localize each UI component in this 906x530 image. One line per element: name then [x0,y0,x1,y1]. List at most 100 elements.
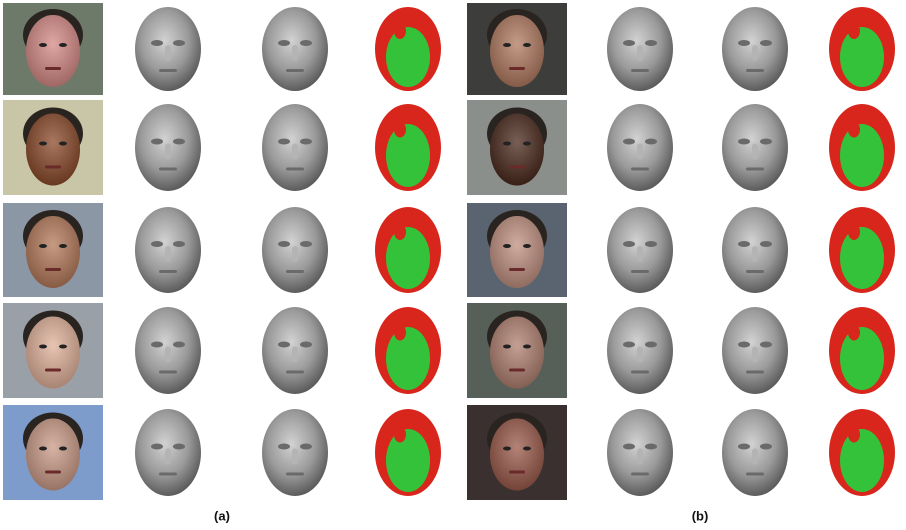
mouth [45,166,61,169]
mesh-eye [151,40,163,46]
mesh-eye [645,139,657,145]
photo-face-shade [490,15,544,87]
eye [523,142,531,146]
error-map-high [394,23,406,39]
mesh-mouth [631,270,649,273]
eye [39,447,47,451]
mesh-eye [760,444,772,450]
photo-face-shade [26,317,80,389]
mesh-eye [760,241,772,247]
face-grid [3,3,895,500]
mesh-mouth [631,473,649,476]
mesh-mouth [286,168,304,171]
error-map-high [848,23,860,39]
error-map-low [840,327,884,390]
mesh-nose [292,45,298,61]
mesh-eye [645,40,657,46]
mesh-mouth [159,371,177,374]
eye [59,244,67,248]
figure: (a) (b) [0,0,906,530]
mouth [45,471,61,474]
error-map-low [840,227,884,289]
mouth [45,67,61,70]
error-map-high [394,325,406,341]
mouth [509,471,525,474]
mesh-nose [292,449,298,465]
mesh-eye [645,241,657,247]
eye [503,447,511,451]
mesh-eye [300,241,312,247]
mesh-nose [637,144,643,160]
eye [503,43,511,47]
mesh-mouth [631,168,649,171]
mesh-nose [637,246,643,262]
mesh-nose [637,449,643,465]
photo-face-shade [26,15,80,87]
mesh-eye [151,444,163,450]
error-map-low [840,27,884,87]
mesh-eye [300,139,312,145]
error-map-low [386,27,430,87]
eye [59,345,67,349]
eye [39,244,47,248]
mesh-eye [623,139,635,145]
mesh-mouth [631,371,649,374]
mesh-eye [645,444,657,450]
mesh-nose [165,449,171,465]
mesh-eye [645,342,657,348]
eye [39,142,47,146]
mesh-eye [623,40,635,46]
mesh-nose [165,347,171,363]
mesh-mouth [746,473,764,476]
mesh-mouth [159,69,177,72]
eye [523,345,531,349]
caption-a: (a) [214,508,230,523]
mesh-eye [151,241,163,247]
mesh-eye [738,444,750,450]
photo-face-shade [490,419,544,491]
eye [503,345,511,349]
error-map-high [848,325,860,341]
mesh-mouth [286,69,304,72]
mouth [509,67,525,70]
mesh-mouth [286,270,304,273]
mesh-eye [278,342,290,348]
mesh-eye [738,241,750,247]
mesh-eye [278,444,290,450]
mesh-nose [752,45,758,61]
photo-face-shade [26,419,80,491]
mouth [45,268,61,271]
mesh-eye [173,444,185,450]
mesh-nose [752,347,758,363]
error-map-low [386,327,430,390]
error-map-low [840,124,884,187]
mesh-mouth [631,69,649,72]
error-map-high [848,427,860,443]
mouth [45,369,61,372]
mesh-nose [637,45,643,61]
photo-face-shade [490,216,544,288]
error-map-high [394,224,406,240]
mesh-eye [623,342,635,348]
mesh-mouth [159,270,177,273]
eye [59,447,67,451]
mesh-eye [173,342,185,348]
mesh-eye [173,241,185,247]
mesh-eye [173,40,185,46]
eye [523,447,531,451]
mesh-eye [300,40,312,46]
error-map-low [386,124,430,187]
mesh-nose [165,246,171,262]
mesh-nose [165,144,171,160]
mesh-eye [760,139,772,145]
photo-face-shade [490,317,544,389]
error-map-high [394,122,406,138]
mesh-eye [623,241,635,247]
mouth [509,369,525,372]
eye [59,142,67,146]
mesh-mouth [159,473,177,476]
mesh-eye [738,40,750,46]
mesh-nose [637,347,643,363]
mesh-mouth [159,168,177,171]
mesh-mouth [746,168,764,171]
